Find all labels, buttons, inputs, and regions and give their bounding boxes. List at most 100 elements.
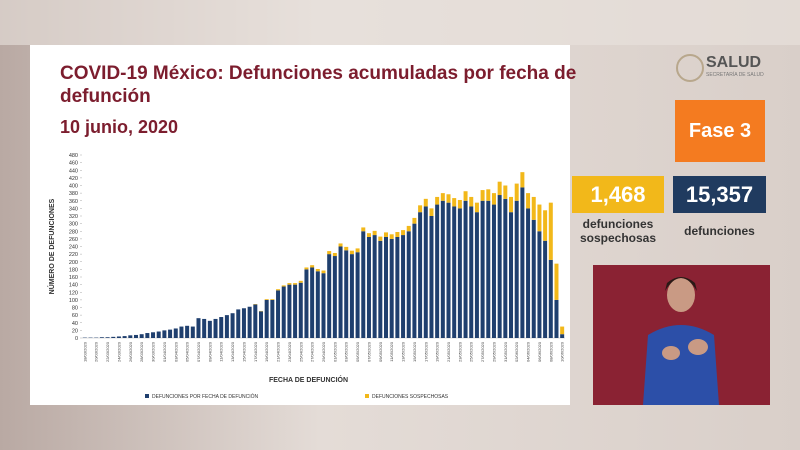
logo-subtitle: SECRETARÍA DE SALUD [706, 72, 764, 78]
x-tick-label: 17/04/2020 [253, 341, 258, 362]
bar-segment [185, 325, 190, 338]
bar-segment [338, 243, 343, 247]
x-tick-label: 10/06/2020 [560, 341, 565, 362]
x-tick-label: 04/06/2020 [526, 341, 531, 362]
bar-segment [429, 208, 434, 216]
bar-segment [435, 204, 440, 338]
bar-segment [298, 280, 303, 283]
bar-segment [509, 196, 514, 213]
bar-segment [327, 251, 332, 255]
bar-segment [457, 208, 462, 338]
counter-label: defunciones [684, 224, 755, 238]
bar-segment [497, 195, 502, 338]
bar-segment [156, 331, 161, 338]
bar-segment [486, 200, 491, 338]
bar-segment [457, 199, 462, 209]
bar-segment [111, 336, 116, 338]
bar-segment [423, 206, 428, 338]
bar-segment [122, 336, 127, 338]
counter-value: 1,468 [572, 176, 664, 213]
bar-segment [491, 204, 496, 338]
bar-segment [287, 283, 292, 285]
y-tick-label: 120 [69, 290, 78, 296]
x-tick-label: 23/05/2020 [457, 341, 462, 362]
bar-segment [315, 268, 320, 272]
y-tick-label: 340 [69, 206, 78, 212]
bar-segment [190, 326, 195, 338]
bar-segment [105, 337, 110, 338]
x-tick-label: 08/06/2020 [548, 341, 553, 362]
bar-segment [179, 326, 184, 338]
bar-segment [520, 172, 525, 188]
bar-segment [446, 202, 451, 338]
phase-badge: Fase 3 [675, 100, 765, 162]
x-tick-label: 03/05/2020 [344, 341, 349, 362]
bar-segment [412, 217, 417, 224]
bar-segment [355, 252, 360, 338]
y-tick-label: 40 [72, 321, 78, 327]
x-tick-label: 02/06/2020 [514, 341, 519, 362]
y-tick-label: 420 [69, 176, 78, 182]
bar-segment [219, 317, 224, 338]
bar-segment [554, 299, 559, 338]
y-tick-label: 300 [69, 222, 78, 228]
bar-segment [145, 333, 150, 338]
x-tick-label: 20/03/2020 [94, 341, 99, 362]
bar-segment [139, 334, 144, 338]
bar-segment [560, 334, 565, 338]
bar-segment [537, 231, 542, 338]
bar-segment [514, 183, 519, 201]
bar-segment [526, 193, 531, 209]
bar-segment [361, 231, 366, 338]
bar-segment [480, 190, 485, 201]
bar-segment [344, 246, 349, 251]
bar-segment [412, 223, 417, 338]
legend-swatch [365, 394, 369, 398]
bar-segment [276, 290, 281, 338]
y-tick-label: 100 [69, 298, 78, 304]
bar-segment [310, 267, 315, 338]
y-tick-label: 320 [69, 214, 78, 220]
bar-segment [480, 200, 485, 338]
bar-segment [327, 254, 332, 338]
bar-segment [469, 196, 474, 207]
bar-segment [287, 284, 292, 338]
bar-segment [304, 269, 309, 338]
counter-label: defunciones sospechosas [579, 217, 657, 245]
bar-segment [560, 326, 565, 335]
bar-segment [310, 265, 315, 268]
bar-segment [298, 282, 303, 338]
chart-card [30, 45, 570, 405]
bar-segment [509, 212, 514, 338]
y-tick-label: 0 [75, 336, 78, 342]
y-tick-label: 220 [69, 252, 78, 258]
x-tick-label: 05/04/2020 [185, 341, 190, 362]
y-tick-label: 260 [69, 237, 78, 243]
bar-segment [440, 200, 445, 338]
x-tick-label: 07/05/2020 [366, 341, 371, 362]
y-tick-label: 180 [69, 267, 78, 273]
bar-segment [429, 216, 434, 338]
chart: 0204060801001201401601802002202402602803… [47, 153, 565, 400]
x-tick-label: 01/05/2020 [332, 341, 337, 362]
x-tick-label: 13/05/2020 [401, 341, 406, 362]
x-tick-label: 21/04/2020 [276, 341, 281, 362]
bar-segment [321, 270, 326, 274]
bar-segment [503, 185, 508, 199]
bar-segment [474, 202, 479, 213]
x-tick-label: 13/04/2020 [230, 341, 235, 362]
bar-segment [526, 208, 531, 338]
y-tick-label: 460 [69, 161, 78, 167]
bar-segment [321, 273, 326, 338]
x-tick-label: 17/05/2020 [423, 341, 428, 362]
background-band [0, 0, 800, 45]
bar-segment [423, 198, 428, 207]
chart-subtitle: 10 junio, 2020 [60, 117, 179, 137]
bar-segment [463, 191, 468, 201]
bar-segment [207, 320, 212, 338]
x-tick-label: 27/05/2020 [480, 341, 485, 362]
x-tick-label: 05/05/2020 [355, 341, 360, 362]
counter-value: 15,357 [673, 176, 766, 213]
bar-segment [213, 318, 218, 338]
bar-segment [202, 318, 207, 338]
